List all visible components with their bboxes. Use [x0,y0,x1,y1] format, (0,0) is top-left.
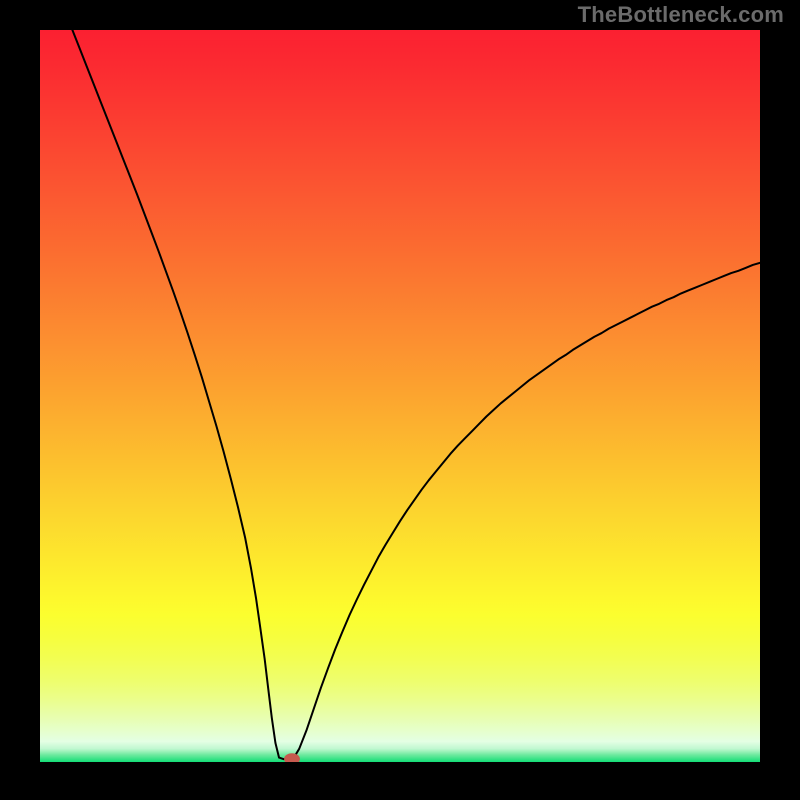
gradient-plot-svg [40,30,760,762]
chart-frame: TheBottleneck.com [0,0,800,800]
watermark-label: TheBottleneck.com [578,2,784,28]
gradient-background [40,30,760,762]
plot-area [40,30,760,762]
